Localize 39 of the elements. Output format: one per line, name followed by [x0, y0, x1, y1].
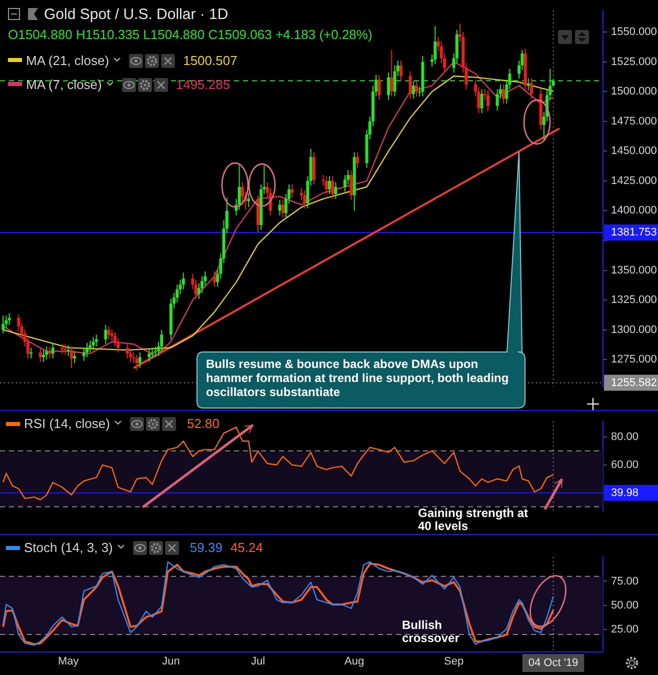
annotation: 1495.285 [176, 76, 230, 92]
x-tick-label: Aug [344, 656, 364, 668]
chart-title: Gold Spot / U.S. Dollar · 1D [43, 4, 230, 24]
x-tick-label: Sep [444, 656, 464, 668]
legend-label: MA (21, close) [26, 52, 110, 68]
legend-label: RSI (14, close) [23, 416, 110, 430]
legend-label: MA (7, close) [26, 76, 102, 92]
y-tick-label: 60.00 [611, 458, 639, 471]
ref-line-label: 1255.582 [611, 376, 657, 389]
ref-line-label: 39.98 [611, 486, 639, 499]
y-tick-label: 1350.000 [611, 264, 657, 276]
x-tick-label: Jun [162, 656, 180, 668]
annotation: Gaining strength at 40 levels [418, 506, 530, 533]
annotation: Bulls resume & bounce back above DMAs upon hammer formation at trend line support, both leading oscillators substantiate [205, 356, 510, 401]
y-tick-label: 75.00 [611, 575, 639, 588]
y-tick-label: 1400.000 [611, 204, 657, 217]
y-tick-label: 1325.000 [611, 294, 657, 306]
y-tick-label: 1525.000 [611, 56, 657, 68]
y-tick-label: 1550.000 [611, 26, 657, 38]
annotation: 1500.507 [183, 52, 238, 68]
y-tick-label: 1275.000 [611, 354, 657, 366]
text: 45.24 [227, 540, 266, 554]
y-tick-label: 1500.000 [611, 86, 657, 98]
annotation: 52.80 [184, 416, 223, 430]
y-tick-label: 80.00 [611, 430, 639, 443]
annotation: O1504.880 H1510.335 L1504.880 C1509.063 +4.183 (+0.28%) [8, 26, 372, 42]
x-tick-label: May [58, 656, 80, 668]
x-tick-label: Jul [250, 656, 266, 668]
ref-line-label: 04 Oct '19 [528, 657, 578, 670]
y-tick-label: 1475.000 [611, 115, 657, 128]
annotation: Bullish crossover [402, 618, 460, 645]
y-tick-label: 50.00 [611, 600, 639, 612]
legend-label: Stoch (14, 3, 3) [23, 540, 113, 554]
ref-line-label: 1381.753 [611, 226, 657, 238]
text: 59.39 [186, 540, 226, 554]
y-tick-label: 1300.000 [611, 324, 657, 336]
y-tick-label: 1450.000 [611, 145, 657, 158]
y-tick-label: 1425.000 [611, 174, 657, 187]
y-tick-label: 25.00 [611, 624, 639, 636]
